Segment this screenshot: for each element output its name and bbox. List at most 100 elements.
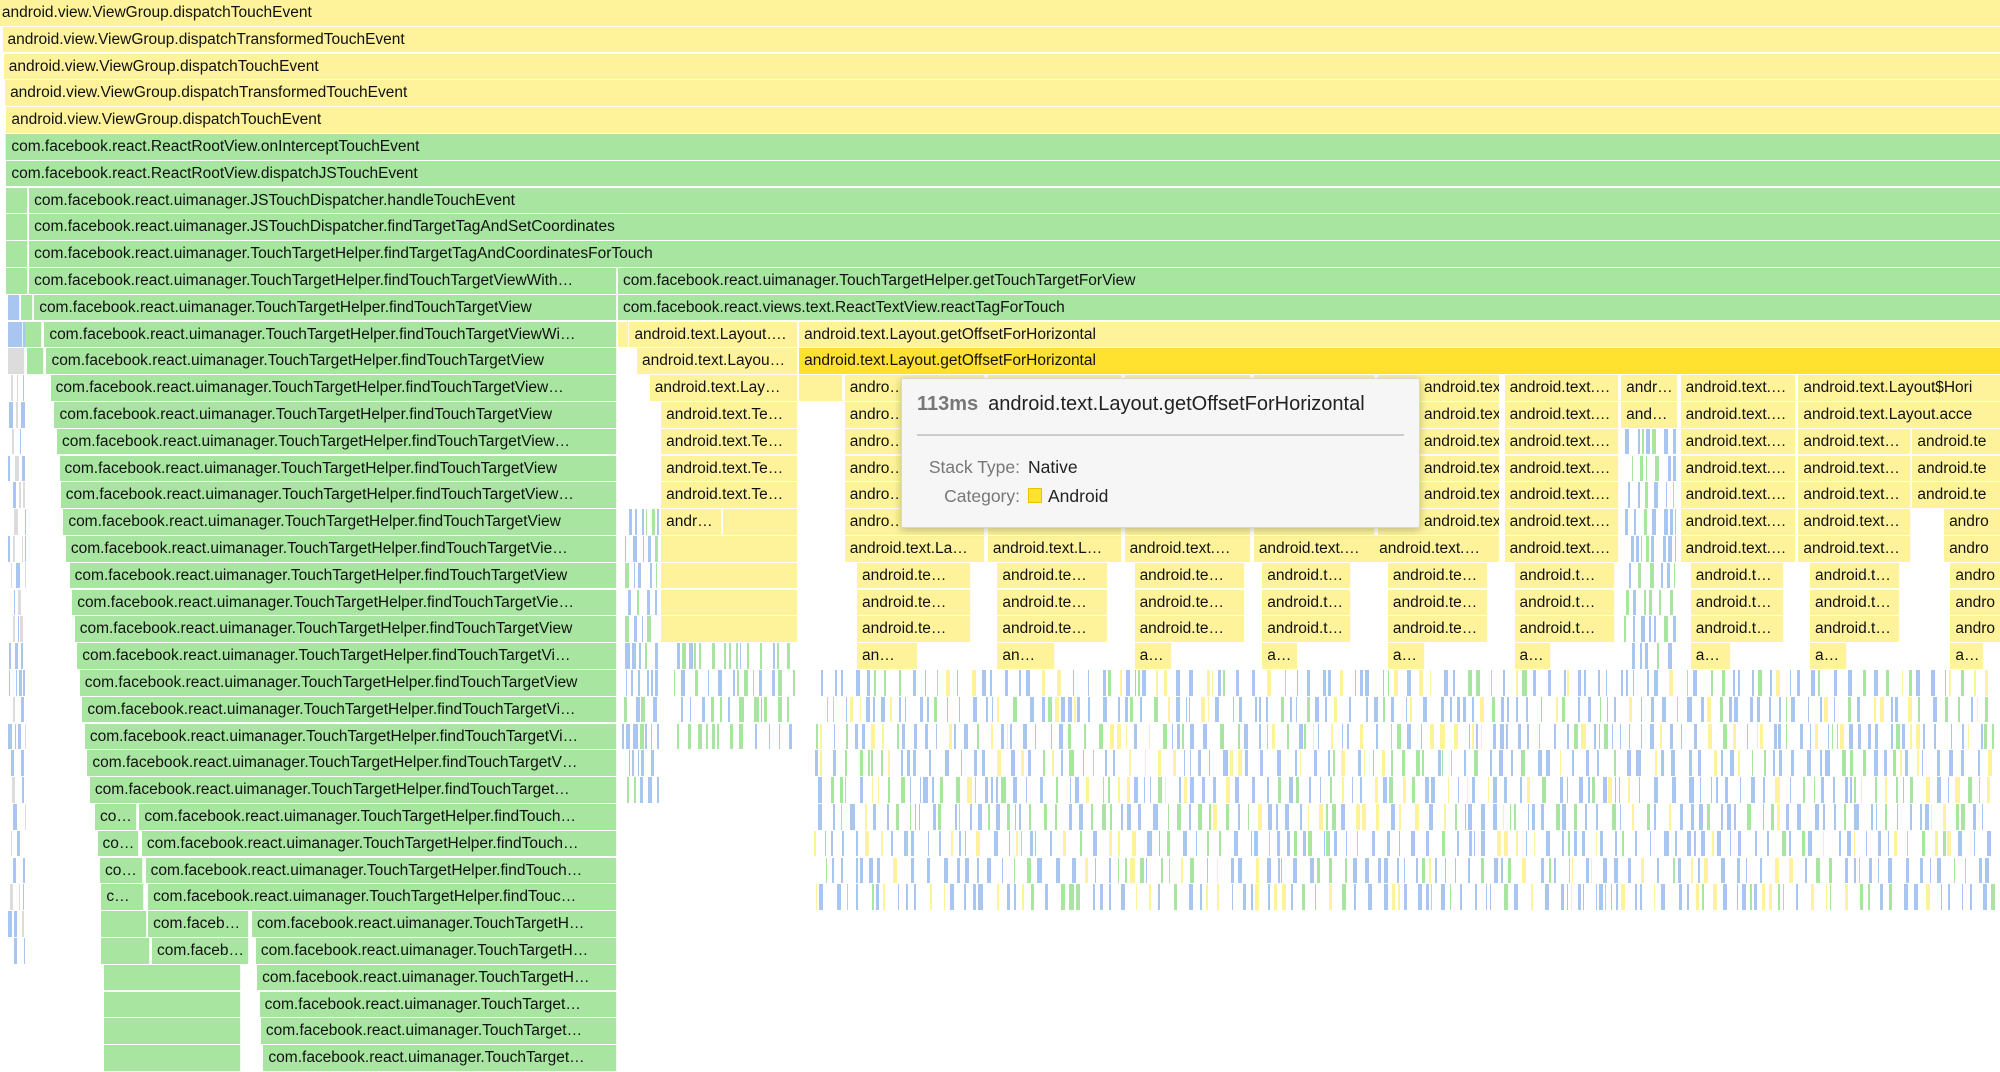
frame-sliver[interactable] xyxy=(651,750,654,776)
frame-sliver[interactable] xyxy=(1838,830,1842,857)
stack-frame[interactable] xyxy=(6,268,28,294)
frame-sliver[interactable] xyxy=(1390,750,1393,776)
stack-frame[interactable]: android.te… xyxy=(1134,616,1246,642)
frame-sliver[interactable] xyxy=(1670,589,1673,616)
frame-sliver[interactable] xyxy=(990,723,994,750)
frame-sliver[interactable] xyxy=(1987,750,1993,776)
frame-sliver[interactable] xyxy=(752,670,755,696)
frame-sliver[interactable] xyxy=(826,696,829,723)
frame-sliver[interactable] xyxy=(1562,830,1565,857)
frame-sliver[interactable] xyxy=(8,911,13,937)
frame-sliver[interactable] xyxy=(653,696,657,723)
frame-sliver[interactable] xyxy=(1481,723,1483,750)
frame-sliver[interactable] xyxy=(1676,696,1679,723)
frame-sliver[interactable] xyxy=(1157,750,1161,776)
frame-sliver[interactable] xyxy=(1232,884,1234,910)
frame-sliver[interactable] xyxy=(1877,857,1879,884)
frame-sliver[interactable] xyxy=(1503,884,1509,910)
frame-sliver[interactable] xyxy=(1409,696,1413,723)
frame-sliver[interactable] xyxy=(1158,884,1160,910)
frame-sliver[interactable] xyxy=(1267,777,1269,803)
frame-sliver[interactable] xyxy=(1208,696,1210,723)
frame-sliver[interactable] xyxy=(1386,830,1391,857)
frame-sliver[interactable] xyxy=(1117,696,1120,723)
stack-frame[interactable]: android.view.ViewGroup.dispatchTransform… xyxy=(5,80,2000,106)
frame-sliver[interactable] xyxy=(996,884,999,910)
frame-sliver[interactable] xyxy=(1054,696,1059,723)
frame-sliver[interactable] xyxy=(705,723,708,750)
stack-frame[interactable]: com.facebook.react.uimanager.TouchTarget… xyxy=(89,777,617,803)
frame-sliver[interactable] xyxy=(1392,884,1395,910)
frame-sliver[interactable] xyxy=(1189,750,1191,776)
frame-sliver[interactable] xyxy=(1905,750,1908,776)
frame-sliver[interactable] xyxy=(1733,696,1739,723)
stack-frame[interactable]: com.facebook.react.uimanager.JSTouchDisp… xyxy=(29,187,2000,214)
frame-sliver[interactable] xyxy=(630,670,633,696)
frame-sliver[interactable] xyxy=(1463,696,1466,723)
frame-sliver[interactable] xyxy=(1126,670,1131,696)
frame-sliver[interactable] xyxy=(1183,830,1187,857)
frame-sliver[interactable] xyxy=(1309,857,1314,884)
frame-sliver[interactable] xyxy=(1574,723,1579,750)
frame-sliver[interactable] xyxy=(1833,804,1836,830)
frame-sliver[interactable] xyxy=(981,670,986,696)
frame-sliver[interactable] xyxy=(1085,857,1088,884)
frame-sliver[interactable] xyxy=(1854,857,1856,884)
frame-sliver[interactable] xyxy=(866,696,871,723)
frame-sliver[interactable] xyxy=(1130,857,1135,884)
frame-sliver[interactable] xyxy=(1276,750,1282,776)
frame-sliver[interactable] xyxy=(1562,804,1566,830)
frame-sliver[interactable] xyxy=(1913,884,1918,910)
frame-sliver[interactable] xyxy=(1653,670,1658,696)
frame-sliver[interactable] xyxy=(14,643,18,669)
frame-sliver[interactable] xyxy=(1307,804,1309,830)
frame-sliver[interactable] xyxy=(1252,777,1255,803)
frame-sliver[interactable] xyxy=(1420,723,1423,750)
frame-sliver[interactable] xyxy=(1769,696,1772,723)
frame-sliver[interactable] xyxy=(1776,670,1780,696)
frame-sliver[interactable] xyxy=(1599,696,1601,723)
frame-sliver[interactable] xyxy=(820,750,823,776)
frame-sliver[interactable] xyxy=(1176,696,1180,723)
frame-sliver[interactable] xyxy=(1086,777,1089,803)
frame-sliver[interactable] xyxy=(856,670,861,696)
frame-sliver[interactable] xyxy=(1984,696,1988,723)
frame-sliver[interactable] xyxy=(971,670,976,696)
frame-sliver[interactable] xyxy=(1732,670,1736,696)
frame-sliver[interactable] xyxy=(1498,750,1503,776)
frame-sliver[interactable] xyxy=(1986,777,1990,803)
frame-sliver[interactable] xyxy=(859,750,864,776)
frame-sliver[interactable] xyxy=(1711,777,1713,803)
stack-frame[interactable]: android.t… xyxy=(1514,616,1615,642)
frame-sliver[interactable] xyxy=(1069,884,1074,910)
frame-sliver[interactable] xyxy=(844,750,847,776)
frame-sliver[interactable] xyxy=(906,884,909,910)
frame-sliver[interactable] xyxy=(1850,750,1854,776)
frame-sliver[interactable] xyxy=(1602,777,1607,803)
frame-sliver[interactable] xyxy=(1846,830,1852,857)
frame-sliver[interactable] xyxy=(733,670,735,696)
frame-sliver[interactable] xyxy=(1175,670,1180,696)
frame-sliver[interactable] xyxy=(1209,804,1212,830)
frame-sliver[interactable] xyxy=(1926,884,1930,910)
frame-sliver[interactable] xyxy=(1559,750,1562,776)
frame-sliver[interactable] xyxy=(1468,804,1472,830)
frame-sliver[interactable] xyxy=(1120,670,1122,696)
stack-frame[interactable]: android.text.… xyxy=(1253,536,1376,562)
frame-sliver[interactable] xyxy=(882,884,886,910)
frame-sliver[interactable] xyxy=(1640,536,1642,562)
frame-sliver[interactable] xyxy=(633,723,638,750)
frame-sliver[interactable] xyxy=(1494,857,1499,884)
frame-sliver[interactable] xyxy=(15,670,17,696)
frame-sliver[interactable] xyxy=(1411,830,1416,857)
frame-sliver[interactable] xyxy=(21,777,25,803)
frame-sliver[interactable] xyxy=(1201,777,1206,803)
frame-sliver[interactable] xyxy=(1061,884,1066,910)
frame-sliver[interactable] xyxy=(1251,670,1256,696)
frame-sliver[interactable] xyxy=(1971,696,1974,723)
frame-sliver[interactable] xyxy=(716,723,719,750)
frame-sliver[interactable] xyxy=(1869,857,1872,884)
frame-sliver[interactable] xyxy=(1374,696,1378,723)
frame-sliver[interactable] xyxy=(1653,804,1657,830)
frame-sliver[interactable] xyxy=(724,643,727,669)
